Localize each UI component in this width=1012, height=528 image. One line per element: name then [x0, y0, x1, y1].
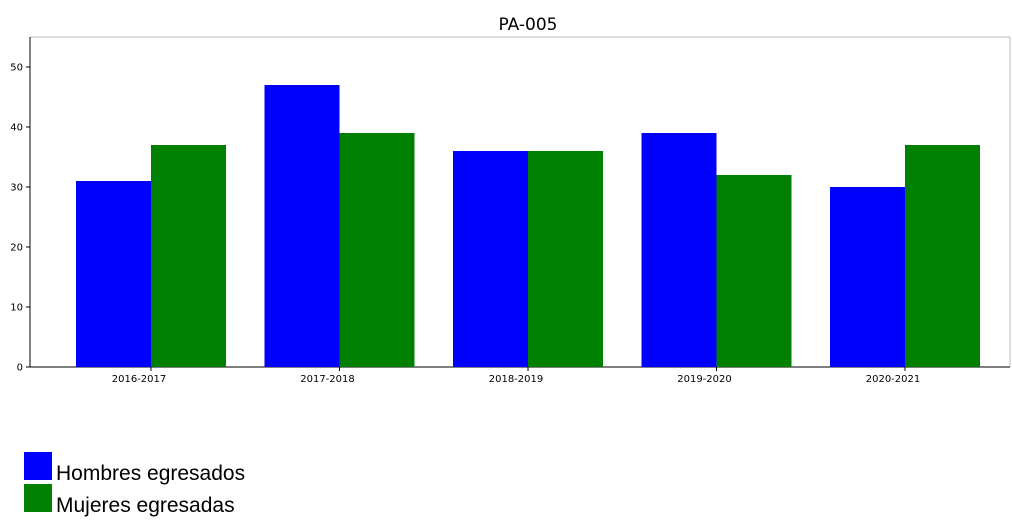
- y-tick-label: 30: [10, 183, 23, 194]
- legend-swatch-hombres: [24, 452, 52, 480]
- bar-hombres-2019-2020: [641, 133, 717, 367]
- y-tick-label: 0: [17, 363, 23, 374]
- y-axis-ticks: 0 10 20 30 40 50: [10, 63, 30, 374]
- bar-mujeres-2018-2019: [528, 151, 603, 367]
- legend-item-hombres: Hombres egresados: [24, 448, 424, 484]
- bar-mujeres-2020-2021: [905, 145, 980, 367]
- bar-hombres-2017-2018: [264, 85, 340, 367]
- legend-label-hombres: Hombres egresados: [56, 462, 246, 485]
- x-tick-label: 2019-2020: [677, 374, 732, 385]
- legend-swatch-mujeres: [24, 484, 52, 512]
- y-tick-label: 40: [10, 123, 23, 134]
- x-tick-label: 2017-2018: [300, 374, 355, 385]
- y-tick-label: 50: [10, 63, 23, 74]
- bar-mujeres-2019-2020: [716, 175, 792, 367]
- bar-hombres-2016-2017: [76, 181, 151, 367]
- bar-hombres-2020-2021: [830, 187, 905, 367]
- x-tick-label: 2020-2021: [866, 374, 921, 385]
- bar-mujeres-2016-2017: [151, 145, 226, 367]
- legend-item-mujeres: Mujeres egresadas: [24, 480, 424, 516]
- y-tick-label: 20: [10, 243, 23, 254]
- bar-hombres-2018-2019: [453, 151, 528, 367]
- x-tick-label: 2018-2019: [489, 374, 544, 385]
- bar-mujeres-2017-2018: [339, 133, 415, 367]
- x-tick-label: 2016-2017: [112, 374, 167, 385]
- chart-title: PA-005: [498, 15, 557, 35]
- x-axis-ticks: 2016-2017 2017-2018 2018-2019 2019-2020 2020…: [112, 367, 921, 385]
- bars: [76, 85, 980, 367]
- legend: Hombres egresados Mujeres egresadas: [24, 448, 424, 516]
- legend-label-mujeres: Mujeres egresadas: [56, 494, 235, 517]
- y-tick-label: 10: [10, 303, 23, 314]
